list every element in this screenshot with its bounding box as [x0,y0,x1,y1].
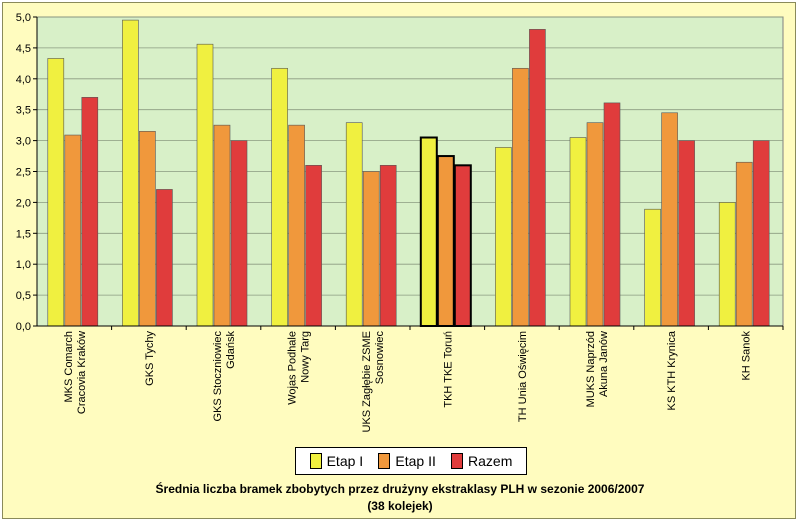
bar-etap-i [345,122,363,327]
x-tick-label: Cracovia Kraków [76,331,88,414]
bar-etap-i [271,67,288,327]
bar-etap-i [196,43,214,327]
bar-etap-ii [512,67,529,327]
legend: Etap I Etap II Razem [295,447,527,475]
x-tick-label: Nowy Targ [300,331,312,383]
legend-swatch-etap-2 [378,453,391,469]
bar-razem [156,189,173,327]
bar-etap-i [718,202,736,327]
bar-etap-ii [288,124,305,327]
bar-razem [379,165,397,327]
bar-etap-ii [586,122,604,327]
y-tick-label: 1,0 [16,259,31,271]
bar-razem [230,140,248,327]
legend-label-etap-2: Etap II [395,453,436,469]
y-tick-label: 5,0 [16,12,31,24]
x-tick-label: Wojas Podhale [287,331,299,405]
bar-etap-ii [139,131,156,327]
bar-razem [603,102,621,327]
bar-razem [752,140,770,327]
legend-item-etap-2: Etap II [378,453,436,469]
y-tick-label: 3,5 [16,105,31,117]
x-tick-label: GKS Stoczniowiec [212,331,224,422]
bar-razem [529,29,546,327]
legend-swatch-etap-1 [309,453,322,469]
bar-etap-ii [213,124,231,327]
bar-etap-i [122,19,139,327]
x-tick-label: TH Unia Oświęcim [517,331,529,422]
legend-label-etap-1: Etap I [326,453,364,469]
x-tick-label: MUKS Naprzód [585,331,597,407]
x-tick-label: KS KTH Krynica [666,330,678,410]
bar-etap-ii [436,155,455,327]
y-tick-label: 4,5 [16,43,31,55]
bar-chart: 0,0 0,5 1,0 1,5 2,0 2,5 3,0 3,5 4,0 4,5 5,0 MKS Co… [16,12,784,432]
x-tick-label: TKH TKE Toruń [442,331,454,408]
y-axis: 0,0 0,5 1,0 1,5 2,0 2,5 3,0 3,5 4,0 4,5 5,0 [16,12,38,333]
bar-etap-ii [661,112,678,327]
bar-etap-i [495,147,512,327]
bar-razem [453,164,472,327]
bar-etap-ii [64,134,82,327]
chart-subtitle: (38 kolejek) [367,499,433,513]
y-tick-label: 1,5 [16,228,31,240]
x-tick-label: Akuna Janów [598,331,610,397]
bar-etap-i [569,137,587,327]
bar-razem [305,165,322,327]
bar-etap-i [644,208,661,327]
bar-etap-ii [735,161,753,327]
bar-razem [678,140,695,327]
bar-etap-i [47,58,65,327]
legend-item-etap-1: Etap I [309,453,364,469]
chart-caption: Średnia liczba bramek zbobytych przez dr… [3,481,797,515]
y-tick-label: 0,0 [16,321,31,333]
y-tick-label: 2,5 [16,167,31,179]
bar-etap-ii [362,171,380,327]
x-axis: MKS Comarch Cracovia Kraków GKS Tychy GKS S… [37,325,784,432]
x-tick-label: GKS Tychy [144,331,156,386]
x-tick-label: UKS Zagłębie ZSME [361,331,373,432]
bar-razem [81,97,99,327]
y-tick-label: 3,0 [16,136,31,148]
x-tick-label: KH Sanok [741,331,753,381]
y-tick-label: 4,0 [16,74,31,86]
bar-etap-i [419,136,438,327]
x-tick-label: MKS Comarch [63,331,75,403]
x-tick-label: Gdańsk [225,331,237,369]
legend-swatch-razem [451,453,464,469]
bars [47,19,770,327]
y-tick-label: 0,5 [16,290,31,302]
y-tick-label: 2,0 [16,197,31,209]
legend-item-razem: Razem [451,453,512,469]
legend-label-razem: Razem [468,453,513,469]
chart-title: Średnia liczba bramek zbobytych przez dr… [155,482,645,496]
x-tick-label: Sosnowiec [374,331,386,385]
